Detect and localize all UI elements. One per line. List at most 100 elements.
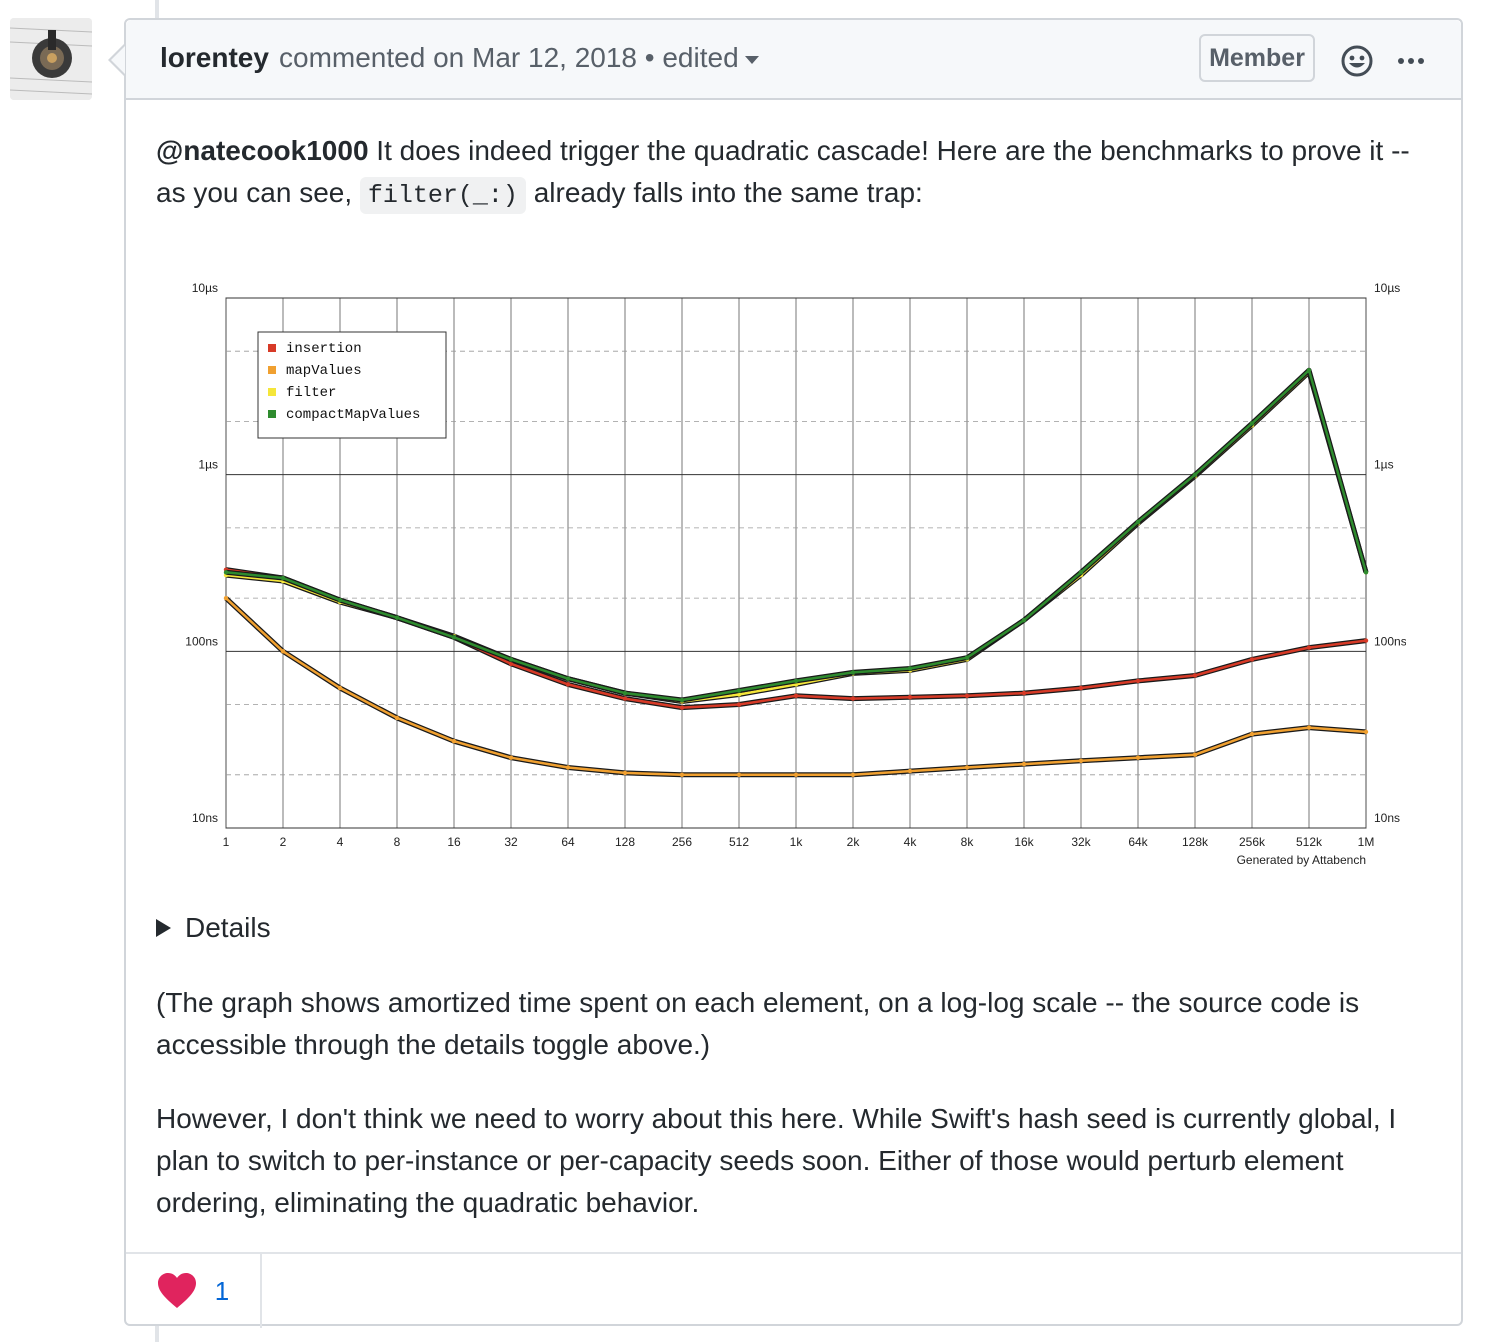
data-point-compactMapValues (565, 676, 571, 681)
x-tick-label: 128k (1182, 835, 1209, 849)
legend-label: mapValues (286, 363, 362, 379)
data-point-compactMapValues (280, 575, 286, 581)
legend-label: filter (286, 385, 336, 401)
data-point-insertion (1021, 690, 1027, 696)
data-point-compactMapValues (850, 670, 856, 675)
data-point-mapValues (1192, 752, 1198, 757)
details-label: Details (185, 912, 271, 943)
data-point-insertion (850, 696, 856, 701)
data-point-compactMapValues (907, 666, 913, 671)
x-tick-label: 4 (337, 835, 344, 849)
data-point-compactMapValues (1306, 368, 1312, 373)
x-tick-label: 1 (223, 835, 230, 849)
paragraph-1-text-b: already falls into the same trap: (525, 177, 923, 208)
y-tick-label-right: 10ns (1374, 811, 1400, 825)
data-point-insertion (565, 682, 571, 687)
comment-arrow-fill (111, 46, 125, 74)
data-point-mapValues (1363, 729, 1369, 735)
kebab-horizontal-icon[interactable] (1394, 44, 1428, 78)
data-point-mapValues (394, 715, 400, 721)
x-tick-label: 1k (790, 835, 804, 849)
paragraph-3: However, I don't think we need to worry … (156, 1103, 1397, 1218)
x-tick-label: 512k (1296, 835, 1323, 849)
x-tick-label: 8k (961, 835, 975, 849)
y-tick-label-right: 1µs (1374, 458, 1394, 472)
data-point-insertion (793, 693, 799, 699)
data-point-insertion (1363, 638, 1369, 643)
avatar[interactable] (10, 18, 92, 100)
x-tick-label: 64 (561, 835, 575, 849)
paragraph-1: @natecook1000 It does indeed trigger the… (156, 130, 1446, 217)
data-point-insertion (622, 696, 628, 701)
paragraph-2: (The graph shows amortized time spent on… (156, 987, 1360, 1060)
paragraph-1-text-a: It does indeed trigger the quadratic cas… (156, 135, 1410, 208)
comment-header: lorentey commented on Mar 12, 2018 • edi… (126, 20, 1461, 100)
data-point-insertion (964, 693, 970, 699)
data-point-compactMapValues (1021, 618, 1027, 623)
legend-label: insertion (286, 341, 362, 357)
benchmark-chart: 1 2 4 8 16 32 64 128 256 512 1k 2k 4k 8k 16k 32k 64k 128k… (166, 268, 1406, 868)
data-point-insertion (1078, 685, 1084, 691)
x-tick-label: 128 (615, 835, 635, 849)
y-tick-label-left: 100ns (185, 634, 218, 648)
chevron-down-icon (744, 55, 759, 64)
reactions-bar: 1 (126, 1252, 1461, 1328)
smiley-icon[interactable] (1340, 44, 1374, 78)
data-point-mapValues (1306, 725, 1312, 730)
legend-swatch (268, 410, 276, 418)
data-point-compactMapValues (1135, 519, 1141, 525)
x-tick-label: 8 (394, 835, 401, 849)
x-tick-label: 4k (904, 835, 918, 849)
y-tick-label-left: 1µs (198, 458, 218, 472)
legend-box (257, 331, 447, 439)
triangle-right-icon (156, 919, 171, 937)
data-point-compactMapValues (679, 697, 685, 703)
data-point-mapValues (736, 772, 742, 778)
x-tick-label: 256 (672, 835, 692, 849)
data-point-insertion (1192, 673, 1198, 678)
details-toggle[interactable]: Details (156, 912, 271, 944)
data-point-compactMapValues (622, 690, 628, 696)
data-point-compactMapValues (508, 657, 514, 662)
y-tick-label-right: 10µs (1374, 281, 1400, 295)
data-point-compactMapValues (793, 678, 799, 684)
x-tick-label: 512 (729, 835, 749, 849)
legend-swatch (268, 366, 276, 374)
x-tick-label: 32 (504, 835, 518, 849)
data-point-mapValues (793, 772, 799, 778)
data-point-mapValues (1249, 731, 1255, 737)
data-point-mapValues (1021, 761, 1027, 767)
legend-swatch (268, 344, 276, 352)
member-badge: Member (1199, 34, 1315, 82)
data-point-compactMapValues (451, 635, 457, 640)
comment-meta[interactable]: commented on Mar 12, 2018 • edited (279, 42, 759, 74)
legend-label: compactMapValues (286, 407, 420, 423)
data-point-mapValues (679, 772, 685, 778)
y-tick-label-left: 10µs (192, 281, 218, 295)
heart-reaction-button[interactable]: 1 (126, 1254, 262, 1328)
reaction-count: 1 (214, 1275, 230, 1306)
data-point-compactMapValues (1078, 570, 1084, 575)
data-point-mapValues (1078, 758, 1084, 764)
y-tick-label-left: 10ns (192, 811, 218, 825)
y-tick-label-right: 100ns (1374, 634, 1406, 648)
x-tick-label: 64k (1128, 835, 1148, 849)
data-point-insertion (1135, 678, 1141, 684)
data-point-mapValues (565, 765, 571, 770)
data-point-mapValues (337, 685, 343, 691)
inline-code: filter(_:) (359, 177, 526, 214)
x-tick-label: 256k (1239, 835, 1266, 849)
comment-meta-text: commented on Mar 12, 2018 • edited (279, 42, 739, 73)
heart-icon (157, 1273, 196, 1308)
data-point-insertion (1306, 645, 1312, 650)
comment-box: lorentey commented on Mar 12, 2018 • edi… (124, 18, 1463, 1328)
data-point-mapValues (451, 738, 457, 744)
author-link[interactable]: lorentey (160, 42, 269, 73)
data-point-mapValues (280, 649, 286, 654)
data-point-compactMapValues (1249, 421, 1255, 426)
legend-swatch (268, 388, 276, 396)
x-tick-label: 1M (1358, 835, 1375, 849)
data-point-insertion (508, 661, 514, 667)
user-mention[interactable]: @natecook1000 (156, 135, 369, 166)
data-point-insertion (679, 705, 685, 710)
